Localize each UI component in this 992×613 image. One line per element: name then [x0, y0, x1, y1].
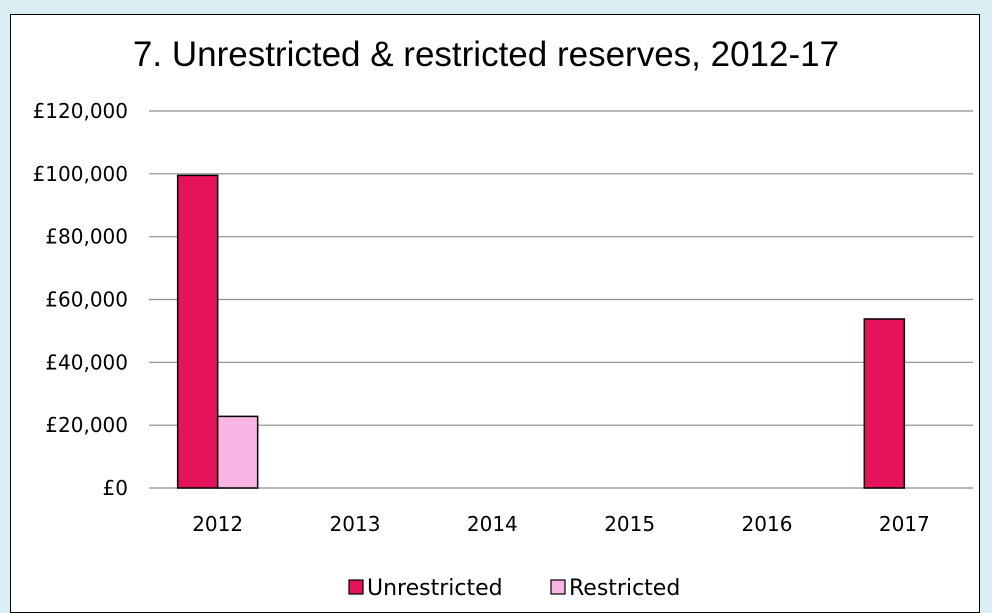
y-axis-tick-labels: £0 £20,000 £40,000 £60,000 £80,000 £100,000 £1… [33, 99, 128, 500]
legend-swatch-unrestricted [348, 579, 364, 595]
x-tick-label: 2012 [192, 512, 243, 536]
y-tick-label: £20,000 [45, 413, 128, 437]
x-tick-label: 2013 [330, 512, 381, 536]
bars [176, 174, 906, 489]
bar-chart: 7. Unrestricted & restricted reserves, 2… [33, 35, 973, 601]
x-axis-tick-labels: 2012 2013 2014 2015 2016 2017 [192, 512, 930, 536]
legend-label-unrestricted: Unrestricted [367, 576, 503, 601]
legend: Unrestricted Restricted [348, 576, 680, 601]
chart-title: 7. Unrestricted & restricted reserves, 2… [133, 35, 839, 74]
x-tick-label: 2016 [742, 512, 793, 536]
y-tick-label: £40,000 [45, 350, 128, 374]
legend-swatch-restricted [550, 579, 566, 595]
bar-restricted-2012 [216, 415, 259, 489]
legend-label-restricted: Restricted [569, 576, 680, 601]
bar-unrestricted-2017 [863, 318, 906, 489]
y-tick-label: £0 [103, 476, 128, 500]
y-tick-label: £60,000 [45, 288, 128, 312]
gridlines [149, 110, 973, 489]
x-tick-label: 2017 [879, 512, 930, 536]
y-tick-label: £120,000 [33, 99, 128, 123]
x-tick-label: 2015 [604, 512, 655, 536]
chart-panel: 7. Unrestricted & restricted reserves, 2… [10, 14, 980, 613]
y-tick-label: £80,000 [45, 225, 128, 249]
x-tick-label: 2014 [467, 512, 518, 536]
bar-unrestricted-2012 [176, 174, 219, 489]
y-tick-label: £100,000 [33, 162, 128, 186]
